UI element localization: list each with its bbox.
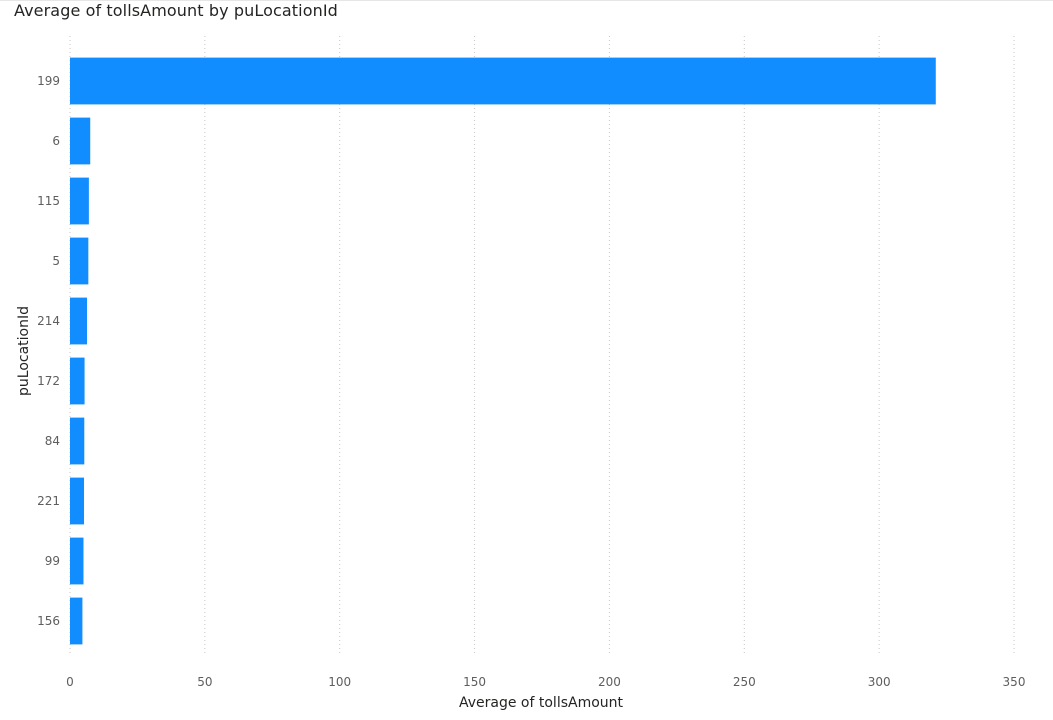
x-tick-label: 50 — [197, 675, 212, 689]
y-tick-label: 6 — [52, 134, 60, 148]
x-axis-tick-labels: 0 50 100 150 200 250 300 350 — [66, 675, 1025, 689]
y-axis-title: puLocationId — [16, 306, 32, 396]
y-tick-label: 156 — [37, 614, 60, 628]
bar-156[interactable] — [70, 597, 83, 645]
y-tick-label: 214 — [37, 314, 60, 328]
x-tick-label: 200 — [598, 675, 621, 689]
bar-6[interactable] — [70, 117, 91, 165]
bar-115[interactable] — [70, 177, 89, 225]
chart-title: Average of tollsAmount by puLocationId — [14, 1, 338, 20]
bar-172[interactable] — [70, 357, 85, 405]
bar-84[interactable] — [70, 417, 85, 465]
bar-199[interactable] — [70, 57, 936, 105]
x-axis-title: Average of tollsAmount — [459, 695, 624, 711]
bar-99[interactable] — [70, 537, 84, 585]
y-tick-label: 172 — [37, 374, 60, 388]
bar-221[interactable] — [70, 477, 85, 525]
bars — [70, 57, 936, 645]
bar-5[interactable] — [70, 237, 89, 285]
visual-top-border — [0, 0, 1053, 1]
y-tick-label: 84 — [45, 434, 60, 448]
y-tick-label: 99 — [45, 554, 60, 568]
y-tick-label: 199 — [37, 74, 60, 88]
y-tick-label: 115 — [37, 194, 60, 208]
y-tick-label: 5 — [52, 254, 60, 268]
y-tick-label: 221 — [37, 494, 60, 508]
x-tick-label: 0 — [66, 675, 74, 689]
bar-214[interactable] — [70, 297, 87, 345]
x-tick-label: 150 — [463, 675, 486, 689]
x-tick-label: 100 — [328, 675, 351, 689]
gridlines — [69, 36, 1015, 655]
x-tick-label: 250 — [733, 675, 756, 689]
x-tick-label: 350 — [1003, 675, 1026, 689]
x-tick-label: 300 — [868, 675, 891, 689]
y-axis-tick-labels: 199 6 115 5 214 172 84 221 99 156 — [37, 74, 60, 628]
